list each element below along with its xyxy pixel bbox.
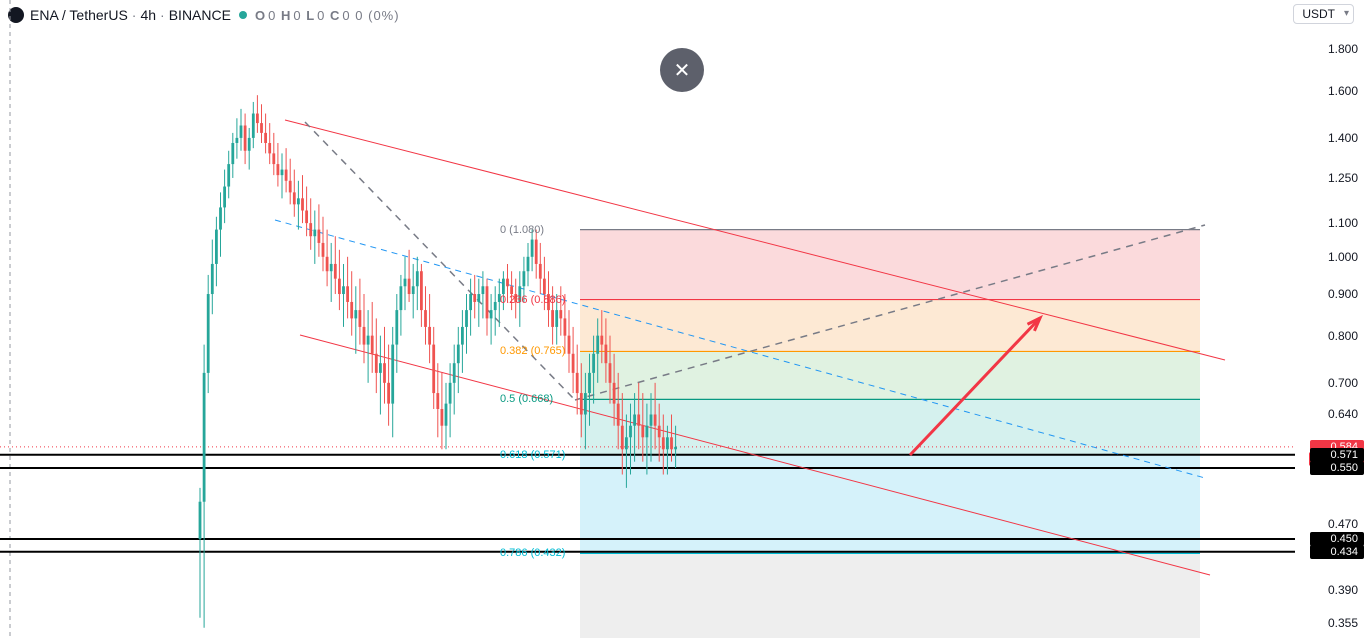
price-tick: 1.800 — [1328, 42, 1358, 56]
fib-level-label: 0 (1.080) — [500, 224, 544, 236]
price-tick: 0.640 — [1328, 407, 1358, 421]
fib-level-label: 0.382 (0.765) — [500, 345, 565, 357]
price-tick: 1.250 — [1328, 171, 1358, 185]
price-tick: 0.700 — [1328, 376, 1358, 390]
chart-canvas[interactable] — [0, 0, 1364, 638]
price-tick: 1.600 — [1328, 84, 1358, 98]
price-tick: 1.000 — [1328, 250, 1358, 264]
price-tick: 0.800 — [1328, 329, 1358, 343]
price-tick: 0.390 — [1328, 583, 1358, 597]
chart-root: ENA / TetherUS · 4h · BINANCE O0 H0 L0 C… — [0, 0, 1364, 638]
price-tick: 0.355 — [1328, 616, 1358, 630]
fib-level-label: 0.618 (0.571) — [500, 449, 565, 461]
price-tag: 0.434 — [1310, 545, 1364, 559]
price-tick: 0.900 — [1328, 287, 1358, 301]
price-tick: 0.470 — [1328, 517, 1358, 531]
fib-level-label: 0.5 (0.668) — [500, 393, 553, 405]
fib-level-label: 0.236 (0.886) — [500, 294, 565, 306]
fib-level-label: 0.786 (0.432) — [500, 547, 565, 559]
price-tag: 0.571 — [1310, 448, 1364, 462]
price-tick: 1.400 — [1328, 131, 1358, 145]
price-tag: 0.550 — [1310, 461, 1364, 475]
price-axis[interactable]: 1.800 1.600 1.400 1.250 1.100 1.000 0.900 0.800… — [1304, 0, 1364, 638]
price-tick: 1.100 — [1328, 216, 1358, 230]
